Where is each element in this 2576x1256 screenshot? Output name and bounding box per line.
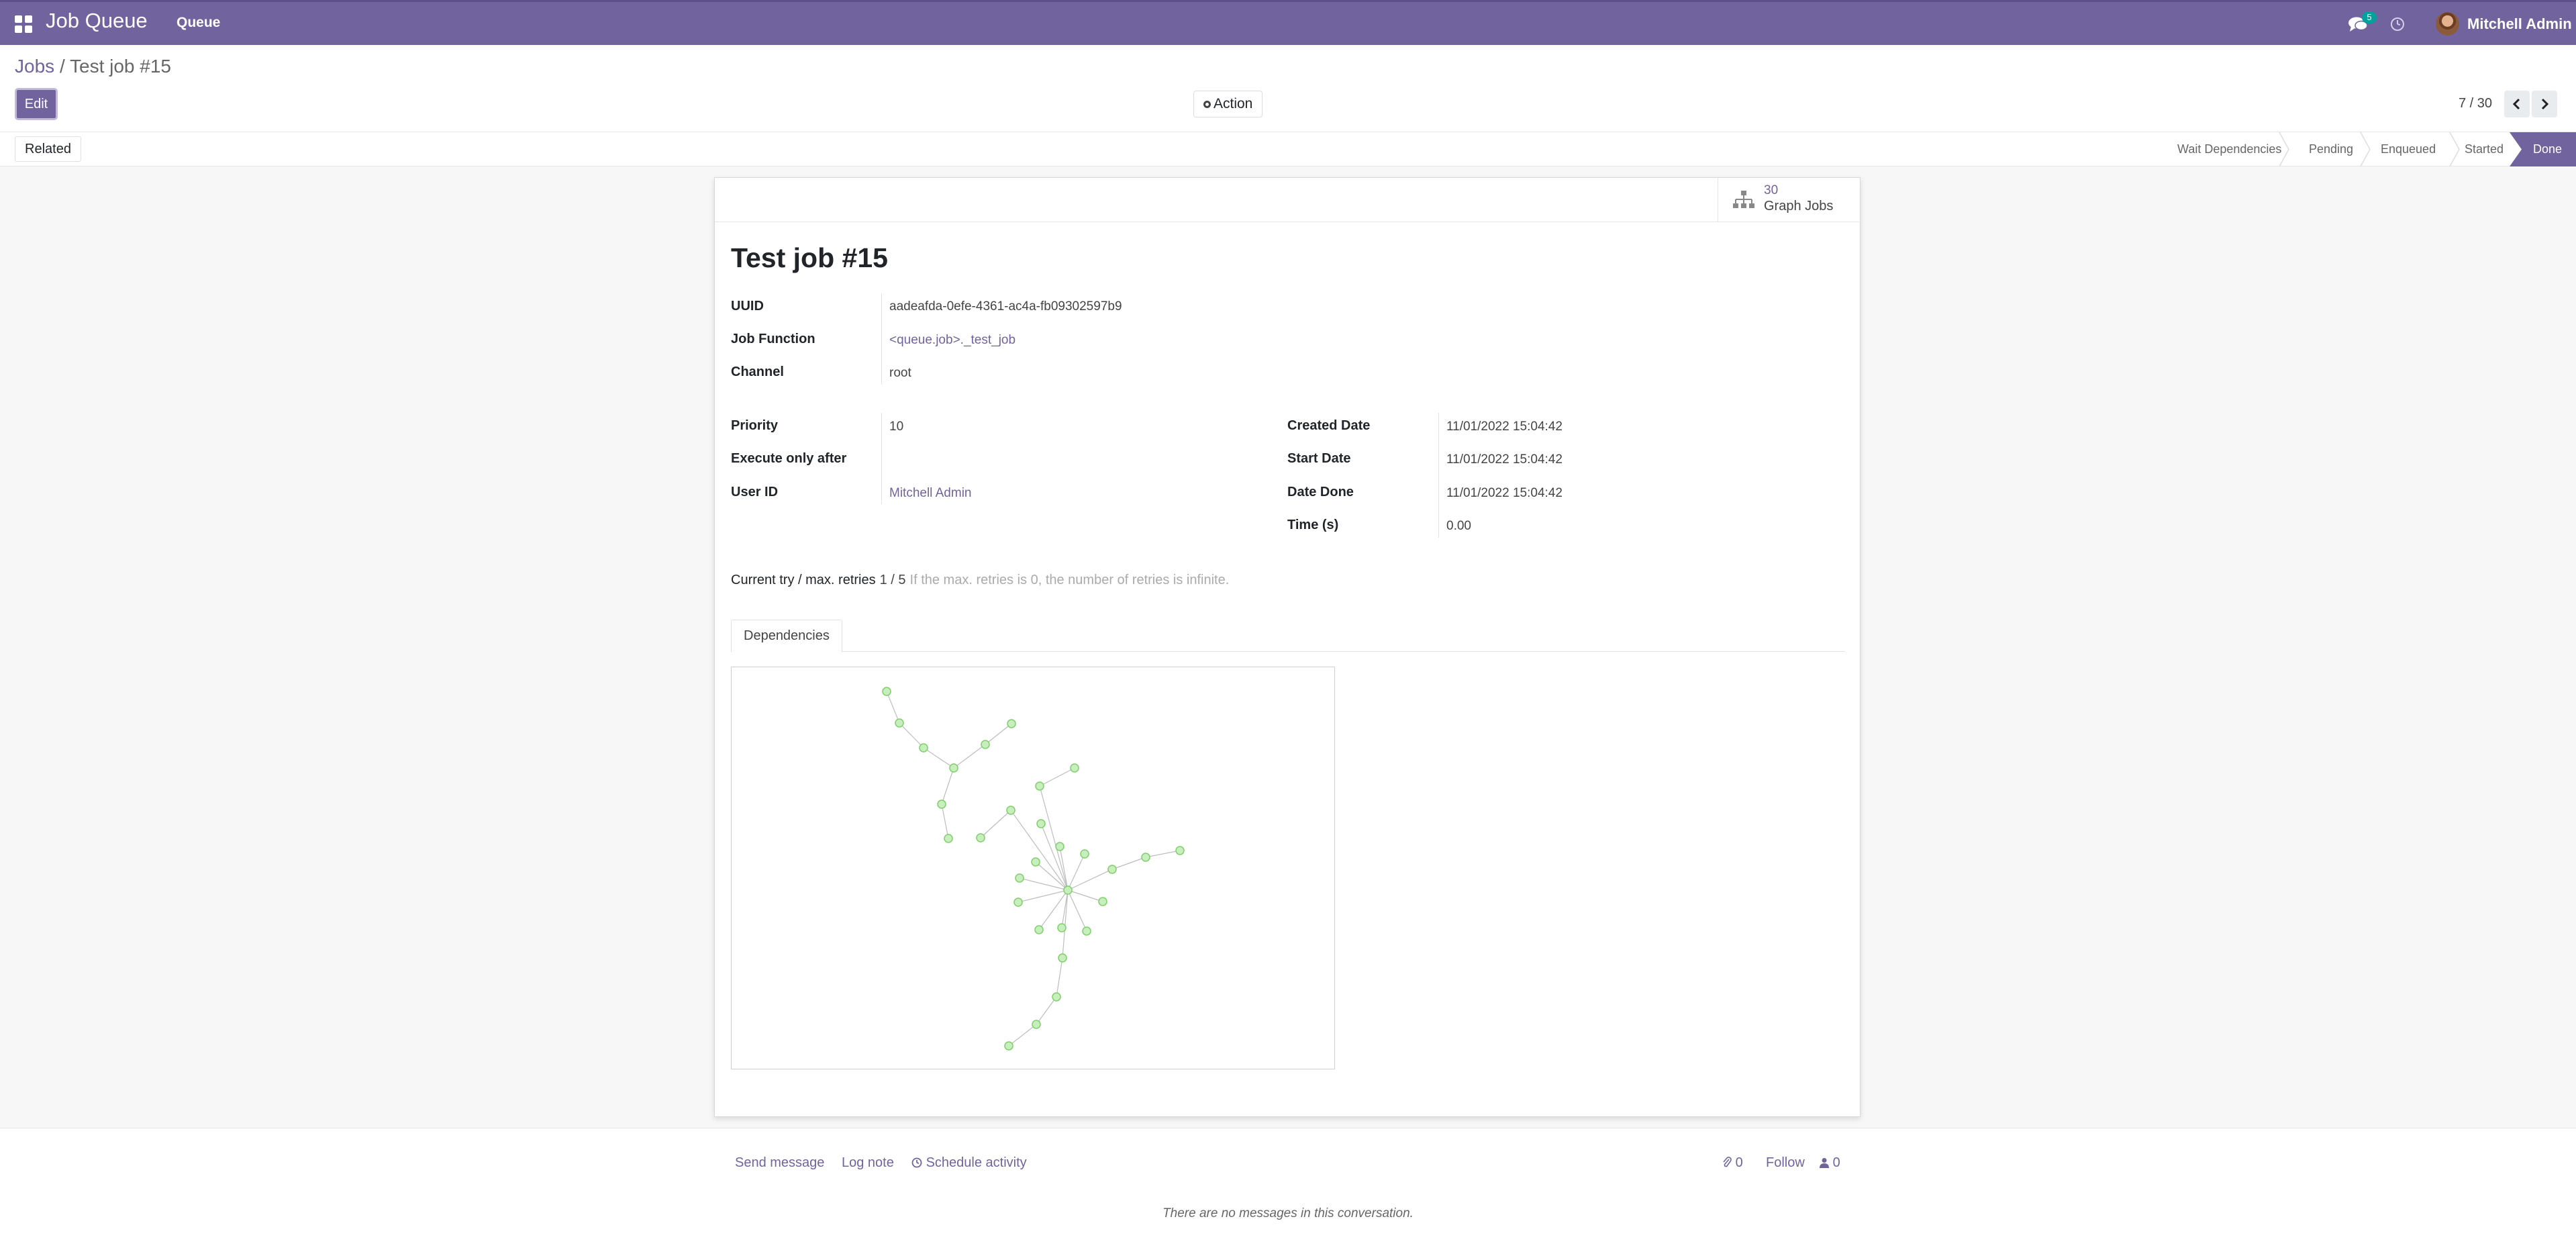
graph-jobs-button[interactable]: 30 Graph Jobs [1718,178,1860,222]
uuid-label: UUID [731,299,764,313]
stage-pending[interactable]: Pending [2309,142,2354,156]
dependency-graph[interactable] [731,667,1335,1069]
record-title: Test job #15 [731,242,888,273]
time-label: Time (s) [1287,518,1339,532]
channel-label: Channel [731,365,784,379]
time-value: 0.00 [1446,519,1471,533]
date-done-value: 11/01/2022 15:04:42 [1446,486,1563,500]
field-divider [881,413,882,504]
notebook-tabs: Dependencies [731,620,1845,653]
schedule-activity-label: Schedule activity [926,1155,1027,1170]
stage-separator [2360,132,2371,166]
empty-conversation-text: There are no messages in this conversati… [1162,1206,1414,1220]
log-note-button[interactable]: Log note [842,1155,894,1170]
attachments-count: 0 [1735,1155,1743,1170]
graph-jobs-label: Graph Jobs [1764,199,1834,213]
app-title[interactable]: Job Queue [46,9,148,32]
smart-button-box: 30 Graph Jobs [715,178,1860,222]
paperclip-icon [1723,1157,1732,1167]
retries-label: Current try / max. retries [731,573,876,587]
breadcrumb-jobs-link[interactable]: Jobs [15,56,55,77]
chevron-left-icon [2512,98,2520,110]
sitemap-icon [1733,191,1754,208]
channel-value: root [889,366,911,380]
retries-help-text: If the max. retries is 0, the number of … [909,573,1230,587]
stage-separator [2449,132,2460,166]
breadcrumb-current: Test job #15 [70,56,171,77]
uuid-value: aadeafda-0efe-4361-ac4a-fb09302597b9 [889,299,1122,313]
breadcrumb: Jobs / Test job #15 [15,56,171,77]
pager-next-button[interactable] [2532,91,2557,117]
send-message-button[interactable]: Send message [735,1155,825,1170]
schedule-activity-button[interactable]: Schedule activity [911,1155,1027,1171]
related-button[interactable]: Related [15,136,81,162]
retries-value: 1 / 5 [879,573,906,587]
job-function-link[interactable]: <queue.job>._test_job [889,333,1016,347]
retries-line: Current try / max. retries 1 / 5 If the ma… [731,573,1229,588]
follow-button[interactable]: Follow [1766,1155,1805,1170]
menu-item-queue[interactable]: Queue [177,15,221,30]
stage-done-active[interactable]: Done [2510,132,2576,166]
action-label: Action [1213,96,1253,111]
attachments-button[interactable]: 0 [1722,1155,1743,1171]
start-date-label: Start Date [1287,451,1351,466]
pager-value[interactable]: 7 / 30 [2459,96,2493,111]
priority-value: 10 [889,420,904,434]
field-divider [881,293,882,385]
start-date-value: 11/01/2022 15:04:42 [1446,452,1563,467]
created-date-label: Created Date [1287,418,1371,433]
chatter: Send message Log note Schedule activity … [0,1128,2576,1256]
gear-icon [1203,101,1211,108]
breadcrumb-separator: / [59,56,65,77]
messages-icon[interactable] [2348,15,2368,33]
messages-count-badge: 5 [2362,11,2377,23]
apps-menu-icon[interactable] [15,15,32,33]
user-avatar[interactable] [2436,12,2459,36]
clock-icon [911,1157,922,1168]
activity-clock-icon[interactable] [2389,16,2406,32]
field-divider [1438,413,1439,538]
stage-started[interactable]: Started [2465,142,2504,156]
chevron-right-icon [2541,98,2549,110]
job-function-label: Job Function [731,332,815,346]
pager-previous-button[interactable] [2504,91,2530,117]
followers-count: 0 [1832,1155,1840,1170]
user-id-link[interactable]: Mitchell Admin [889,486,972,500]
followers-button[interactable]: 0 [1820,1155,1840,1171]
graph-jobs-count: 30 [1764,183,1779,197]
user-id-label: User ID [731,485,779,499]
created-date-value: 11/01/2022 15:04:42 [1446,420,1563,434]
form-sheet: 30 Graph Jobs Test job #15 UUID aadeafda… [714,177,1861,1117]
execute-only-after-label: Execute only after [731,451,847,466]
user-menu-name[interactable]: Mitchell Admin [2467,15,2572,32]
stage-separator [2279,132,2289,166]
date-done-label: Date Done [1287,485,1354,499]
dependency-graph-canvas[interactable] [732,667,1334,1069]
user-icon [1820,1158,1829,1168]
top-navbar: Job Queue Queue 5 Mitchell Admin [0,0,2576,45]
tab-dependencies[interactable]: Dependencies [731,620,842,653]
statusbar: Related Wait Dependencies Pending Enqueu… [0,132,2576,166]
edit-button[interactable]: Edit [15,88,58,120]
stage-enqueued[interactable]: Enqueued [2381,142,2436,156]
priority-label: Priority [731,418,779,433]
control-panel: Jobs / Test job #15 Edit Action 7 / 30 [0,45,2576,132]
stage-wait-dependencies[interactable]: Wait Dependencies [2177,142,2282,156]
action-dropdown-button[interactable]: Action [1193,91,1263,117]
